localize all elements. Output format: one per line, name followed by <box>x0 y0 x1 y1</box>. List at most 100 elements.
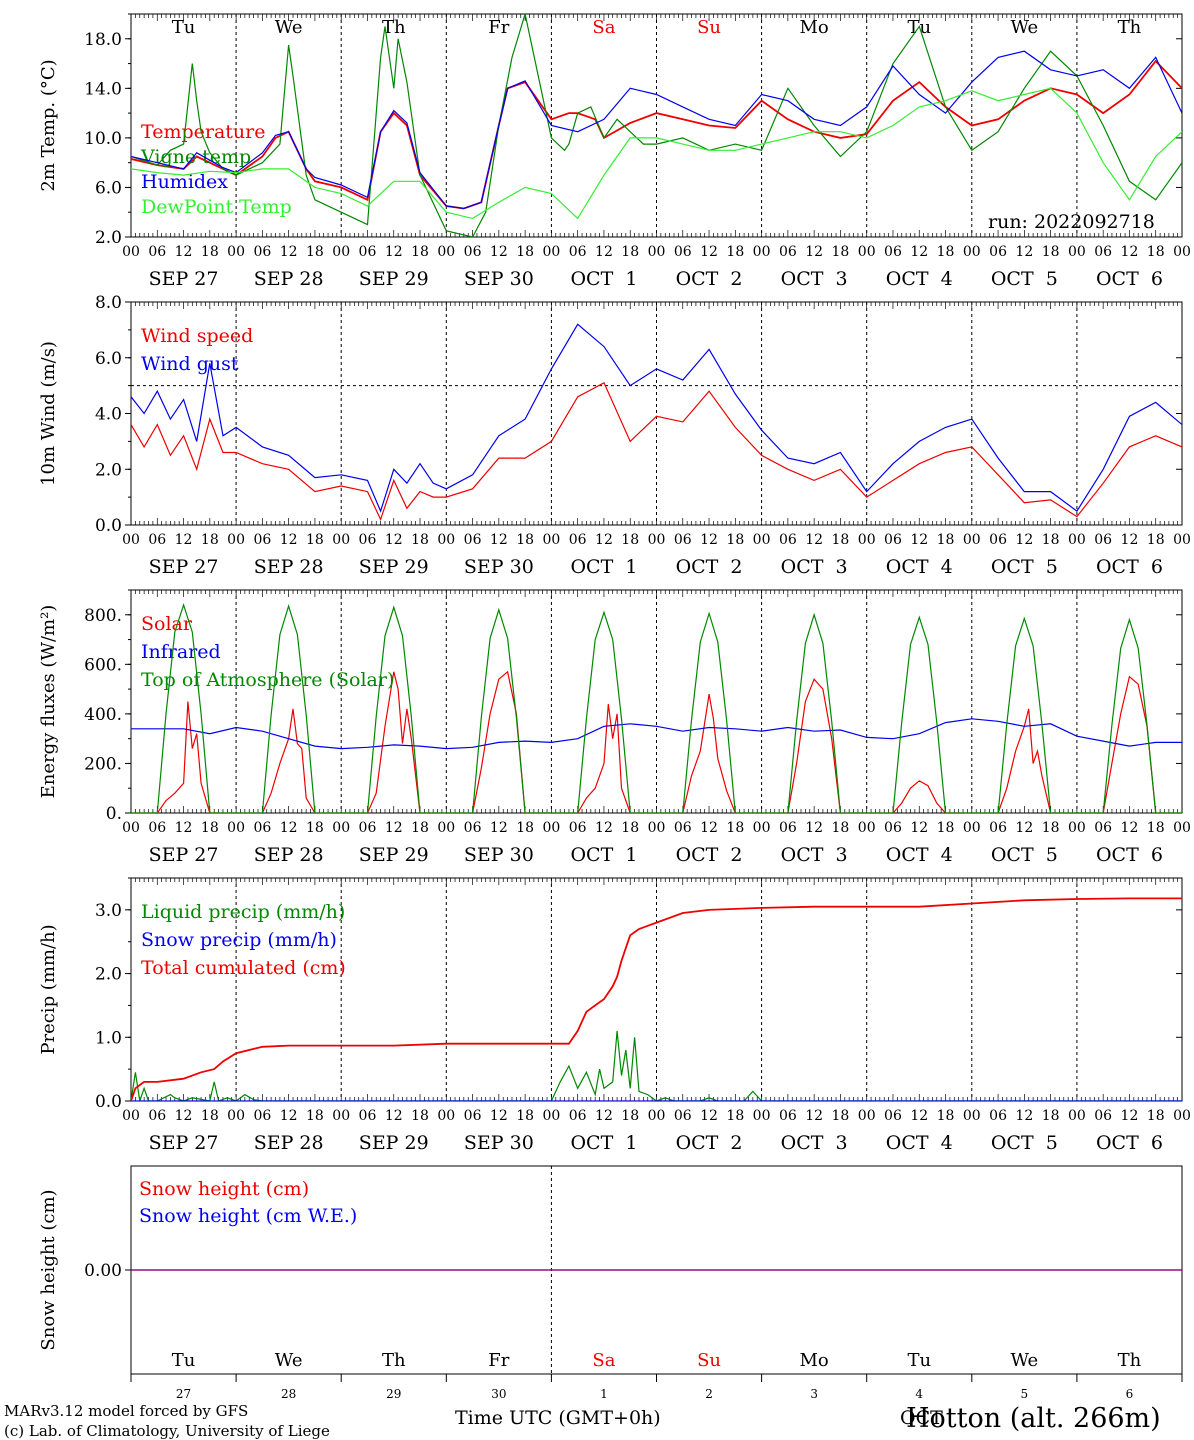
day-number-label: 29 <box>386 1387 401 1401</box>
hour-label: 18 <box>832 1108 850 1124</box>
hour-label: 00 <box>542 244 560 260</box>
hour-label: 12 <box>700 244 718 260</box>
date-label: OCT 5 <box>991 556 1058 578</box>
hour-label: 06 <box>569 532 587 548</box>
series-line-solar <box>131 670 1182 813</box>
date-label: OCT 2 <box>676 844 743 866</box>
date-label: OCT 3 <box>781 556 848 578</box>
legend-entry: Vigne temp <box>140 146 251 168</box>
weekday-label: Mo <box>800 17 829 38</box>
hour-label: 18 <box>832 244 850 260</box>
hour-label: 18 <box>1042 1108 1060 1124</box>
hour-label: 18 <box>1147 1108 1165 1124</box>
panel-energy: 0. 200. 400. 600. 800. Energy fluxes (W/m²) 00… <box>38 589 1191 866</box>
day-number-label: 4 <box>915 1387 923 1401</box>
hour-label: 00 <box>1068 532 1086 548</box>
credit-line-2: (c) Lab. of Climatology, University of L… <box>4 1422 330 1440</box>
date-label: SEP 28 <box>254 556 324 578</box>
hour-label: 18 <box>306 820 324 836</box>
legend-entry: Liquid precip (mm/h) <box>141 901 345 923</box>
hour-label: 00 <box>1173 244 1191 260</box>
hour-label: 06 <box>148 1108 166 1124</box>
hour-label: 12 <box>280 820 298 836</box>
hour-label: 12 <box>175 244 193 260</box>
hour-label: 06 <box>989 244 1007 260</box>
weekday-label: We <box>1011 1350 1039 1371</box>
legend-entry: DewPoint Temp <box>141 196 292 218</box>
hour-label: 00 <box>648 244 666 260</box>
date-label: SEP 29 <box>359 268 429 290</box>
date-label: OCT 5 <box>991 1132 1058 1154</box>
y-tick-label: 10.0 <box>84 129 122 149</box>
hour-label: 12 <box>1015 1108 1033 1124</box>
hour-label: 06 <box>464 1108 482 1124</box>
hour-label: 06 <box>464 820 482 836</box>
hour-label: 06 <box>253 244 271 260</box>
hour-label: 06 <box>253 532 271 548</box>
hour-label: 06 <box>253 1108 271 1124</box>
date-label: OCT 3 <box>781 1132 848 1154</box>
hour-label: 06 <box>884 820 902 836</box>
day-number-label: 28 <box>281 1387 296 1401</box>
date-label: OCT 1 <box>570 268 637 290</box>
hour-label: 00 <box>1173 532 1191 548</box>
plot-frame <box>130 589 1183 814</box>
hour-label: 00 <box>648 820 666 836</box>
run-label: run: 2022092718 <box>988 211 1155 233</box>
y-axis-label: Energy fluxes (W/m²) <box>38 605 59 799</box>
hour-label: 12 <box>805 820 823 836</box>
hour-label: 12 <box>175 1108 193 1124</box>
meteogram-panels: 2.06.010.014.018.02m Temp. (°C)00 06 12 18 0… <box>38 13 1191 1401</box>
date-label: OCT 2 <box>676 556 743 578</box>
day-number-label: 1 <box>600 1387 608 1401</box>
hour-label: 12 <box>1121 820 1139 836</box>
y-tick-label: 400. <box>84 705 122 725</box>
panel-temp: 2.0 6.0 10.0 14.0 18.0 2m Temp. (°C) 00 06 12 18 0… <box>38 13 1191 290</box>
footer-overlap-text: OCT <box>900 1407 943 1429</box>
hour-label: 18 <box>621 244 639 260</box>
weekday-label: Sa <box>592 1350 615 1371</box>
series-line-infrared <box>131 718 1182 750</box>
date-label: OCT 5 <box>991 844 1058 866</box>
panel-snow: 0.00 Snow height (cm) Tu We Th Fr Sa Su Mo Tu We Th… <box>38 1165 1183 1401</box>
date-label: OCT 6 <box>1096 556 1163 578</box>
hour-label: 12 <box>595 532 613 548</box>
y-tick-label: 0.00 <box>84 1261 122 1281</box>
y-tick-label: 4.0 <box>95 405 122 425</box>
hour-label: 06 <box>359 244 377 260</box>
date-label: OCT 1 <box>570 844 637 866</box>
y-tick-label: 2.0 <box>95 228 122 248</box>
series-line-temperature <box>131 59 1182 210</box>
y-tick-label: 0. <box>106 804 122 824</box>
hour-label: 06 <box>989 820 1007 836</box>
weekday-label: We <box>275 1350 303 1371</box>
date-label: OCT 4 <box>886 268 953 290</box>
hour-label: 06 <box>1094 1108 1112 1124</box>
hour-label: 00 <box>1173 820 1191 836</box>
hour-label: 18 <box>726 244 744 260</box>
weekday-label: Fr <box>488 17 509 38</box>
hour-label: 00 <box>858 244 876 260</box>
date-label: SEP 28 <box>254 844 324 866</box>
series-line-humidex <box>131 50 1182 210</box>
hour-label: 06 <box>674 244 692 260</box>
hour-label: 18 <box>516 244 534 260</box>
legend-entry: Snow precip (mm/h) <box>141 929 337 951</box>
day-number-label: 6 <box>1126 1387 1134 1401</box>
y-tick-label: 600. <box>84 655 122 675</box>
weekday-label: Th <box>382 1350 406 1371</box>
hour-label: 06 <box>569 1108 587 1124</box>
hour-label: 18 <box>621 820 639 836</box>
hour-label: 12 <box>490 1108 508 1124</box>
y-axis-label: Snow height (cm) <box>38 1189 59 1350</box>
weekday-label: Su <box>697 1350 721 1371</box>
hour-label: 06 <box>569 820 587 836</box>
hour-label: 12 <box>175 820 193 836</box>
date-label: OCT 3 <box>781 844 848 866</box>
day-number-label: 2 <box>705 1387 713 1401</box>
hour-label: 12 <box>385 820 403 836</box>
y-tick-label: 18.0 <box>84 30 122 50</box>
hour-label: 00 <box>437 1108 455 1124</box>
hour-label: 06 <box>989 532 1007 548</box>
hour-label: 00 <box>1068 244 1086 260</box>
